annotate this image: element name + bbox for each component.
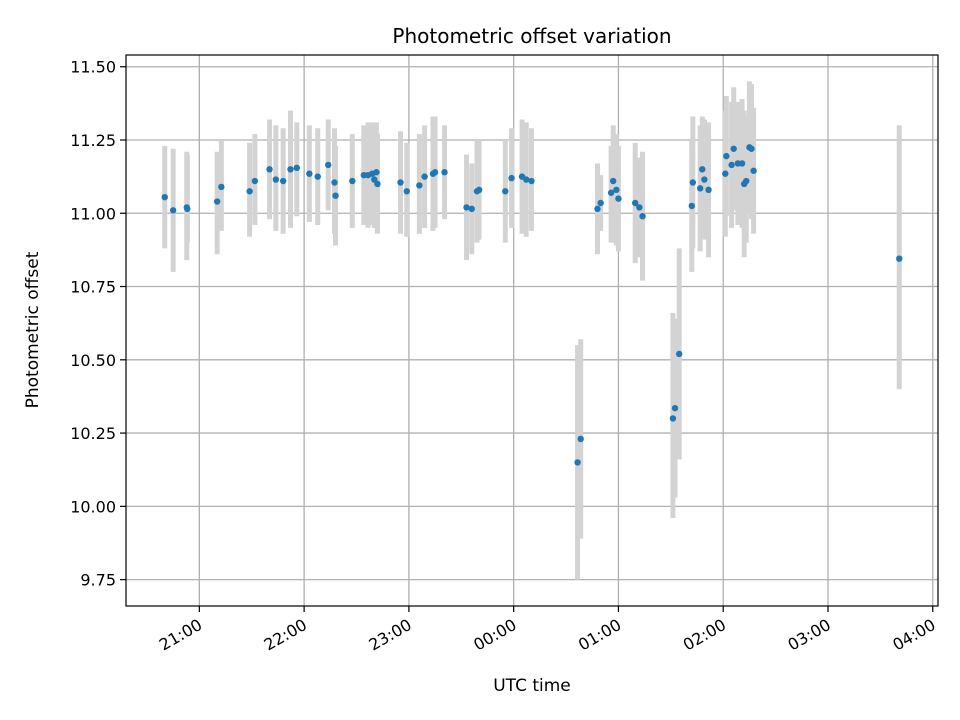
- data-point: [403, 188, 410, 195]
- data-point: [184, 205, 191, 213]
- data-point: [748, 145, 755, 152]
- data-point: [251, 177, 259, 185]
- y-tick-label: 10.50: [70, 351, 116, 370]
- data-point: [314, 173, 321, 180]
- data-point: [699, 166, 706, 173]
- data-point: [508, 174, 515, 182]
- chart-title: Photometric offset variation: [392, 24, 671, 48]
- data-point: [421, 173, 428, 180]
- data-point: [373, 169, 380, 176]
- data-point: [696, 185, 704, 192]
- x-tick-label: 22:00: [261, 615, 310, 655]
- data-point: [523, 176, 530, 183]
- data-point: [349, 177, 356, 185]
- x-tick-label: 02:00: [680, 615, 729, 655]
- y-tick-label: 10.75: [70, 278, 116, 297]
- data-point: [463, 204, 470, 211]
- data-point: [705, 186, 712, 194]
- data-point: [287, 166, 294, 173]
- data-point: [722, 170, 729, 177]
- data-point: [688, 202, 695, 210]
- data-point: [607, 189, 615, 196]
- data-point: [246, 188, 253, 195]
- data-point: [750, 167, 757, 174]
- data-point: [738, 160, 746, 167]
- data-point: [594, 205, 601, 213]
- data-point: [636, 204, 643, 211]
- y-tick-label: 10.25: [70, 424, 116, 443]
- data-point: [397, 179, 404, 186]
- data-point: [468, 205, 475, 213]
- data-point: [475, 186, 483, 194]
- x-tick-label: 01:00: [575, 615, 624, 655]
- data-point: [272, 176, 280, 183]
- data-point: [896, 255, 903, 262]
- data-point: [597, 199, 604, 207]
- x-axis-title: UTC time: [493, 676, 571, 696]
- y-tick-label: 11.25: [70, 131, 116, 150]
- errorbar-layer: [162, 81, 902, 580]
- data-point: [332, 192, 339, 199]
- data-point: [676, 350, 683, 358]
- data-point: [577, 435, 584, 443]
- data-point: [293, 164, 300, 172]
- plot-frame: [125, 54, 939, 607]
- x-tick-label: 03:00: [785, 615, 834, 655]
- data-point: [632, 199, 639, 207]
- x-tick-label: 23:00: [365, 615, 414, 655]
- data-point: [610, 177, 617, 185]
- data-point: [213, 198, 221, 205]
- data-point: [279, 177, 287, 185]
- data-point: [689, 179, 697, 186]
- data-point: [615, 195, 622, 202]
- data-point: [169, 207, 177, 214]
- data-point: [331, 179, 338, 186]
- y-tick-label: 9.75: [80, 571, 116, 590]
- data-point: [701, 176, 708, 183]
- point-layer: [161, 144, 903, 466]
- x-tick-label: 00:00: [470, 615, 519, 655]
- y-tick-label: 11.50: [70, 58, 116, 77]
- data-point: [502, 188, 509, 195]
- data-point: [613, 186, 620, 194]
- data-point: [743, 177, 750, 185]
- data-point: [161, 193, 168, 201]
- y-tick-label: 11.00: [70, 204, 116, 223]
- data-point: [730, 145, 737, 152]
- y-tick-label: 10.00: [70, 497, 116, 516]
- data-point: [266, 166, 273, 173]
- data-point: [669, 415, 677, 422]
- data-point: [728, 161, 735, 169]
- y-axis-title: Photometric offset: [23, 251, 43, 408]
- data-point: [441, 169, 448, 176]
- data-point: [431, 169, 439, 176]
- x-tick-label: 04:00: [889, 615, 938, 655]
- data-point: [416, 182, 423, 189]
- data-point: [723, 152, 730, 160]
- data-point: [325, 161, 332, 169]
- data-point: [528, 177, 535, 185]
- data-point: [218, 183, 225, 191]
- data-point: [306, 170, 313, 177]
- data-point: [671, 404, 679, 412]
- x-tick-label: 21:00: [156, 615, 205, 655]
- data-point: [574, 459, 581, 466]
- data-point: [374, 180, 381, 188]
- data-point: [639, 212, 646, 220]
